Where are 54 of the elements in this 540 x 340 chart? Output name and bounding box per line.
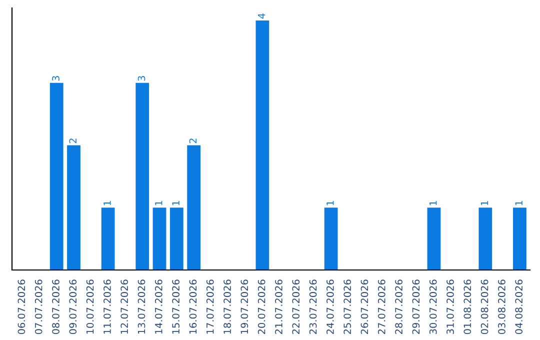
x-tick-label: 01.08.2026 — [464, 280, 472, 334]
x-tick-label: 22.07.2026 — [292, 280, 300, 334]
data-label: 1 — [172, 200, 180, 206]
bar — [427, 208, 441, 270]
x-tick-label: 03.08.2026 — [498, 280, 506, 334]
bar — [152, 208, 166, 270]
bar — [324, 208, 338, 270]
x-tick-label: 16.07.2026 — [189, 280, 197, 334]
x-tick-label: 29.07.2026 — [412, 280, 420, 334]
data-label: 1 — [155, 200, 162, 206]
data-label: 3 — [138, 76, 146, 81]
x-tick-label: 12.07.2026 — [120, 280, 128, 334]
bar — [136, 82, 150, 270]
bar — [170, 208, 184, 270]
x-tick-label: 24.07.2026 — [326, 280, 334, 334]
x-tick-label: 07.07.2026 — [34, 280, 42, 334]
x-tick-label: 23.07.2026 — [309, 280, 317, 334]
x-tick-label: 10.07.2026 — [86, 280, 94, 334]
data-label: 1 — [326, 200, 334, 206]
bar — [513, 208, 526, 270]
data-label: 2 — [69, 138, 76, 144]
x-tick-label: 26.07.2026 — [360, 280, 368, 334]
x-tick-label: 27.07.2026 — [378, 280, 386, 334]
x-tick-label: 15.07.2026 — [172, 280, 180, 334]
bar — [187, 145, 201, 270]
x-tick-label: 06.07.2026 — [18, 280, 26, 334]
data-label: 1 — [430, 200, 437, 206]
x-tick-label: 21.07.2026 — [275, 280, 282, 334]
x-tick-label: 13.07.2026 — [138, 280, 146, 334]
x-tick-label: 25.07.2026 — [344, 280, 352, 334]
bar — [478, 208, 492, 270]
bar — [50, 82, 64, 270]
x-tick-label: 30.07.2026 — [429, 280, 437, 334]
x-tick-label: 31.07.2026 — [446, 280, 454, 334]
bar — [256, 20, 270, 270]
x-tick-label: 02.08.2026 — [480, 280, 488, 334]
bar — [101, 208, 115, 270]
x-tick-label: 18.07.2026 — [224, 280, 231, 334]
data-label: 4 — [258, 13, 266, 19]
x-tick-label: 11.07.2026 — [104, 280, 111, 334]
data-label: 1 — [481, 200, 488, 206]
x-tick-label: 19.07.2026 — [240, 280, 248, 334]
x-tick-label: 20.07.2026 — [258, 280, 266, 334]
x-tick-label: 14.07.2026 — [154, 280, 162, 334]
data-label: 1 — [515, 200, 522, 206]
x-tick-label: 17.07.2026 — [206, 280, 214, 334]
x-tick-label: 08.07.2026 — [52, 280, 60, 334]
data-label: 1 — [104, 200, 111, 206]
bar — [67, 145, 80, 270]
data-label: 2 — [189, 138, 196, 144]
x-tick-label: 28.07.2026 — [395, 280, 402, 334]
x-tick-label: 09.07.2026 — [69, 280, 77, 334]
x-tick-label: 04.08.2026 — [515, 280, 523, 334]
data-label: 3 — [52, 76, 60, 81]
